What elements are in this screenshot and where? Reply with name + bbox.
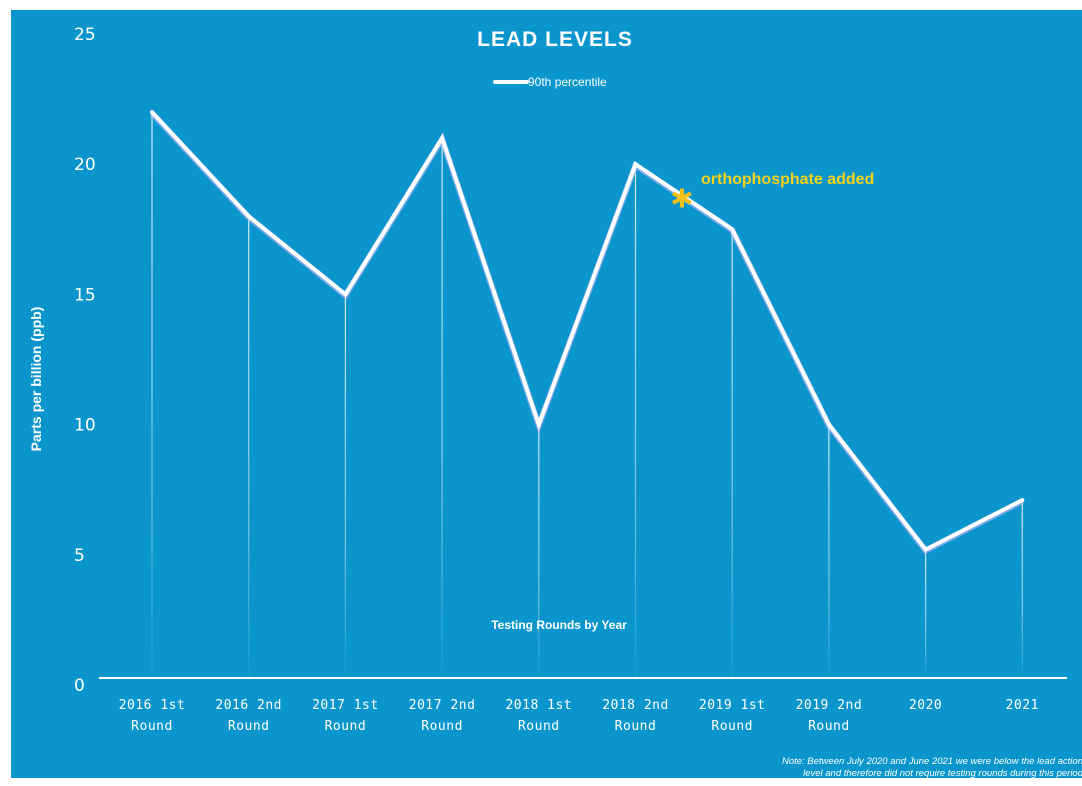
y-axis-title: Parts per billion (ppb) [28,307,44,452]
annotation-asterisk-icon: * [672,182,692,226]
x-axis-title: Testing Rounds by Year [491,618,627,632]
y-tick-label: 20 [74,155,96,175]
drop-line [538,424,540,677]
drop-lines [151,112,1023,678]
x-axis-ticks: 2016 1st Round 2016 2nd Round 2017 1st Round 2… [119,698,1039,734]
legend: 90th percentile [493,75,607,89]
data-point [1020,498,1025,503]
data-point [440,136,445,141]
drop-line [925,549,927,677]
data-point [343,292,348,297]
drop-line [634,164,637,677]
data-point [923,547,928,552]
x-tick-label: 2016 1st Round [119,698,186,734]
x-tick-label: 2019 1st Round [699,698,766,734]
chart-panel: LEAD LEVELS 90th percentile 0 5 10 15 20 25 2… [11,10,1082,778]
x-tick-label: 2016 2nd Round [215,698,282,734]
drop-line [151,112,153,678]
chart-title: LEAD LEVELS [477,28,633,51]
y-tick-label: 5 [74,546,85,566]
x-tick-label: 2017 1st Round [312,698,379,734]
drop-line [441,138,443,677]
annotation-label: orthophosphate added [701,171,874,188]
x-tick-label: 2020 [909,698,942,713]
series-90th-percentile [149,110,1025,555]
footnote-line-1: Note: Between July 2020 and June 2021 we… [782,756,1082,767]
y-tick-label: 10 [74,416,96,436]
x-tick-label: 2018 2nd Round [602,698,669,734]
drop-line [248,216,250,677]
data-point [730,227,735,232]
series-line [150,110,1024,553]
data-point [246,214,251,219]
drop-line [828,424,830,677]
drop-line [1021,500,1023,677]
series-line-shadow [149,111,1024,555]
y-tick-label: 0 [74,676,85,696]
footnote-line-2: level and therefore did not require test… [803,768,1082,778]
lead-levels-chart: LEAD LEVELS 90th percentile 0 5 10 15 20 25 2… [28,25,1082,778]
data-point [633,162,638,167]
legend-label: 90th percentile [528,75,607,89]
y-tick-label: 15 [74,285,96,305]
y-axis-ticks: 0 5 10 15 20 25 [74,25,96,696]
x-tick-label: 2021 [1006,698,1039,713]
x-tick-label: 2018 1st Round [505,698,572,734]
data-point [536,422,541,427]
data-point [826,422,831,427]
x-tick-label: 2017 2nd Round [409,698,476,734]
y-tick-label: 25 [74,25,96,45]
drop-line [344,294,346,677]
data-point [150,110,154,115]
x-tick-label: 2019 2nd Round [796,698,863,734]
drop-line [731,229,733,678]
